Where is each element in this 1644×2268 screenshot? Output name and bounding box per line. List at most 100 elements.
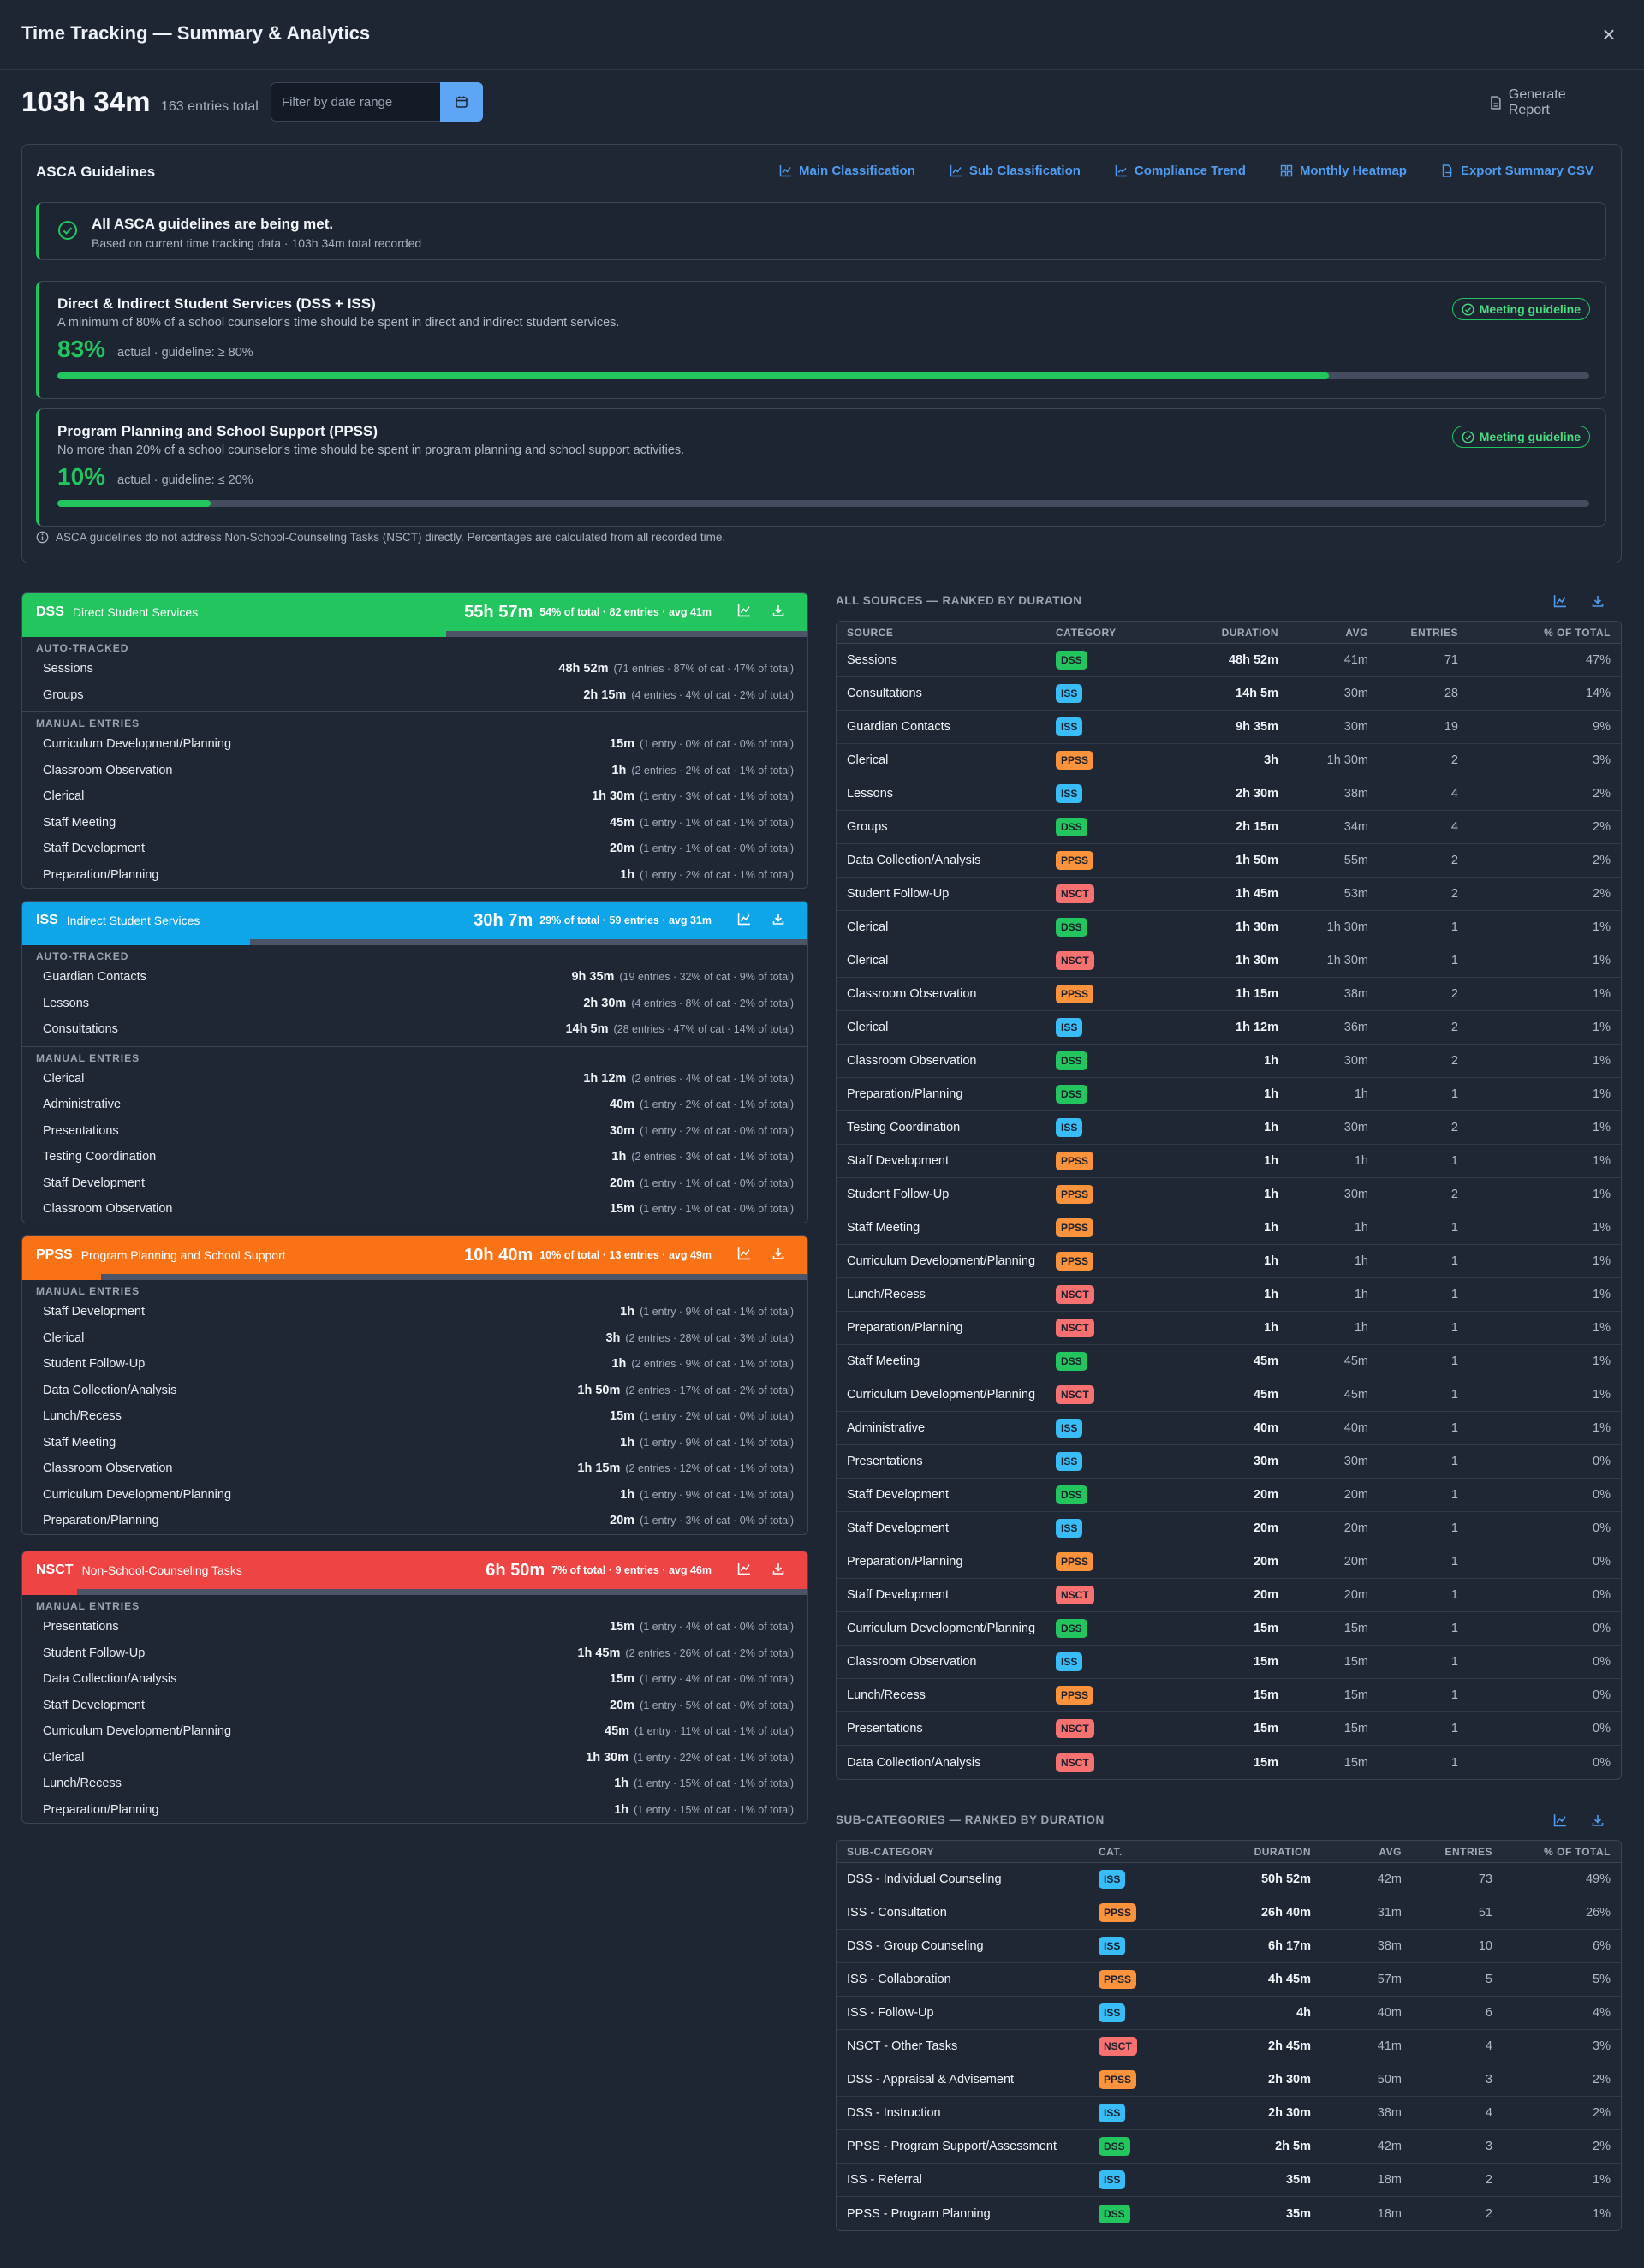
- item-stats: 15m (1 entry · 1% of cat · 0% of total): [610, 1202, 794, 1216]
- table-cell: 2%: [1593, 2106, 1611, 2120]
- item-stats: 15m (1 entry · 4% of cat · 0% of total): [610, 1672, 794, 1686]
- duration-cell: 1h 15m: [1236, 987, 1278, 1001]
- source-name: Lunch/Recess: [847, 1288, 926, 1301]
- table-row: Presentations ISS 30m 30m 1 0%: [837, 1445, 1621, 1479]
- table-cell: 53m: [1343, 887, 1368, 901]
- download-icon: [771, 1247, 785, 1265]
- sub-category-name: ISS - Consultation: [847, 1906, 947, 1920]
- item-name: Preparation/Planning: [43, 1514, 159, 1528]
- table-cell: 57m: [1377, 1973, 1402, 1986]
- list-item: Lessons 2h 30m (4 entries · 8% of cat · 2%…: [22, 991, 807, 1017]
- table-cell: ISS: [1056, 1452, 1159, 1471]
- item-meta: (2 entries · 26% of cat · 2% of total): [625, 1646, 794, 1659]
- category-chart-button[interactable]: [727, 599, 761, 625]
- category-chart-button[interactable]: [727, 908, 761, 933]
- category-download-button[interactable]: [761, 1557, 795, 1583]
- item-stats: 1h 12m (2 entries · 4% of cat · 1% of tot…: [583, 1072, 794, 1086]
- export-summary-csv-link[interactable]: Export Summary CSV: [1441, 164, 1593, 178]
- source-name: Curriculum Development/Planning: [847, 1388, 1036, 1402]
- table-cell: 1h: [1354, 1087, 1368, 1101]
- duration-cell: 15m: [1253, 1655, 1278, 1669]
- badge-label: Meeting guideline: [1479, 430, 1581, 443]
- table-cell: 0%: [1593, 1588, 1611, 1602]
- monthly-heatmap-link[interactable]: Monthly Heatmap: [1280, 164, 1407, 178]
- item-name: Preparation/Planning: [43, 867, 159, 882]
- item-meta: (2 entries · 2% of cat · 1% of total): [631, 764, 794, 777]
- category-badge: ISS: [1099, 2170, 1126, 2189]
- item-stats: 15m (1 entry · 2% of cat · 0% of total): [610, 1409, 794, 1423]
- table-cell: ISS: [1099, 1870, 1200, 1889]
- category-download-button[interactable]: [761, 908, 795, 933]
- item-stats: 48h 52m (71 entries · 87% of cat · 47% of…: [558, 662, 794, 676]
- item-duration: 1h 30m: [586, 1750, 629, 1765]
- table-row: Classroom Observation DSS 1h 30m 2 1%: [837, 1045, 1621, 1078]
- table-cell: 45m: [1343, 1354, 1368, 1368]
- source-name: Clerical: [847, 954, 889, 967]
- item-name: Staff Meeting: [43, 815, 116, 830]
- category-badge: PPSS: [1056, 1552, 1094, 1571]
- generate-report-button[interactable]: Generate Report: [1490, 87, 1610, 117]
- category-download-button[interactable]: [761, 1242, 795, 1268]
- table-cell: 15m: [1343, 1755, 1368, 1770]
- table-row: Clerical NSCT 1h 30m 1h 30m 1 1%: [837, 944, 1621, 978]
- sub-classification-link[interactable]: Sub Classification: [950, 164, 1081, 178]
- item-name: Classroom Observation: [43, 1202, 173, 1217]
- table-row: Staff Development NSCT 20m 20m 1 0%: [837, 1579, 1621, 1612]
- close-icon[interactable]: ×: [1602, 21, 1616, 47]
- category-header: DSS Direct Student Services 55h 57m 54% of …: [22, 593, 807, 631]
- table-cell: DSS: [1056, 1352, 1159, 1371]
- item-meta: (2 entries · 12% of cat · 1% of total): [625, 1462, 794, 1475]
- category-duration: 6h 50m: [485, 1560, 545, 1580]
- table-cell: 1: [1450, 1221, 1458, 1235]
- item-duration: 20m: [610, 1514, 635, 1528]
- all-sources-chart-button[interactable]: [1552, 592, 1569, 610]
- duration-cell: 2h 30m: [1236, 787, 1278, 801]
- category-chart-button[interactable]: [727, 1242, 761, 1268]
- table-row: Staff Development DSS 20m 20m 1 0%: [837, 1479, 1621, 1512]
- duration-cell: 1h: [1264, 1121, 1278, 1134]
- calendar-button[interactable]: [440, 82, 483, 122]
- date-range-filter-input[interactable]: [271, 82, 441, 122]
- asca-title: ASCA Guidelines: [36, 164, 156, 180]
- table-row: Testing Coordination ISS 1h 30m 2 1%: [837, 1111, 1621, 1145]
- sub-category-name: DSS - Group Counseling: [847, 1939, 984, 1953]
- column-header: ENTRIES: [1410, 626, 1458, 639]
- category-badge: DSS: [1056, 1352, 1087, 1371]
- category-chart-button[interactable]: [727, 1557, 761, 1583]
- sub-categories-chart-button[interactable]: [1552, 1812, 1569, 1829]
- item-meta: (2 entries · 3% of cat · 1% of total): [631, 1151, 794, 1164]
- item-duration: 30m: [610, 1123, 635, 1138]
- guideline-actual-percent: 10%: [57, 463, 106, 490]
- sub-category-name: DSS - Appraisal & Advisement: [847, 2073, 1015, 2086]
- table-cell: 0%: [1593, 1622, 1611, 1635]
- category-badge: PPSS: [1056, 851, 1094, 870]
- asca-guidelines-panel: ASCA Guidelines Main Classification Sub …: [21, 144, 1622, 563]
- meeting-guideline-badge: Meeting guideline: [1451, 298, 1590, 320]
- item-duration: 1h: [620, 1487, 635, 1502]
- category-badge: PPSS: [1056, 1152, 1094, 1170]
- table-row: Administrative ISS 40m 40m 1 1%: [837, 1412, 1621, 1445]
- category-name: Direct Student Services: [72, 605, 199, 619]
- all-sources-download-button[interactable]: [1589, 592, 1606, 610]
- compliance-trend-link[interactable]: Compliance Trend: [1115, 164, 1246, 178]
- table-row: Clerical ISS 1h 12m 36m 2 1%: [837, 1011, 1621, 1045]
- item-duration: 1h: [611, 1357, 627, 1372]
- table-cell: 3%: [1593, 753, 1611, 767]
- list-item: Lunch/Recess 1h (1 entry · 15% of cat · 1%…: [22, 1771, 807, 1797]
- table-cell: 3: [1485, 2073, 1492, 2086]
- section-divider: [22, 711, 807, 712]
- duration-cell: 1h: [1264, 1254, 1278, 1268]
- category-badge: ISS: [1056, 717, 1083, 736]
- sub-categories-download-button[interactable]: [1589, 1812, 1606, 1829]
- table-cell: 1h 30m: [1326, 954, 1368, 967]
- table-cell: 20m: [1343, 1588, 1368, 1602]
- item-name: Lessons: [43, 996, 90, 1010]
- item-meta: (4 entries · 8% of cat · 2% of total): [631, 997, 794, 1009]
- item-duration: 9h 35m: [571, 970, 615, 985]
- item-name: Clerical: [43, 1330, 85, 1345]
- main-classification-link[interactable]: Main Classification: [779, 164, 915, 178]
- table-cell: PPSS: [1099, 1970, 1200, 1989]
- category-download-button[interactable]: [761, 599, 795, 625]
- table-cell: 50m: [1377, 2073, 1402, 2086]
- item-name: Curriculum Development/Planning: [43, 1724, 232, 1739]
